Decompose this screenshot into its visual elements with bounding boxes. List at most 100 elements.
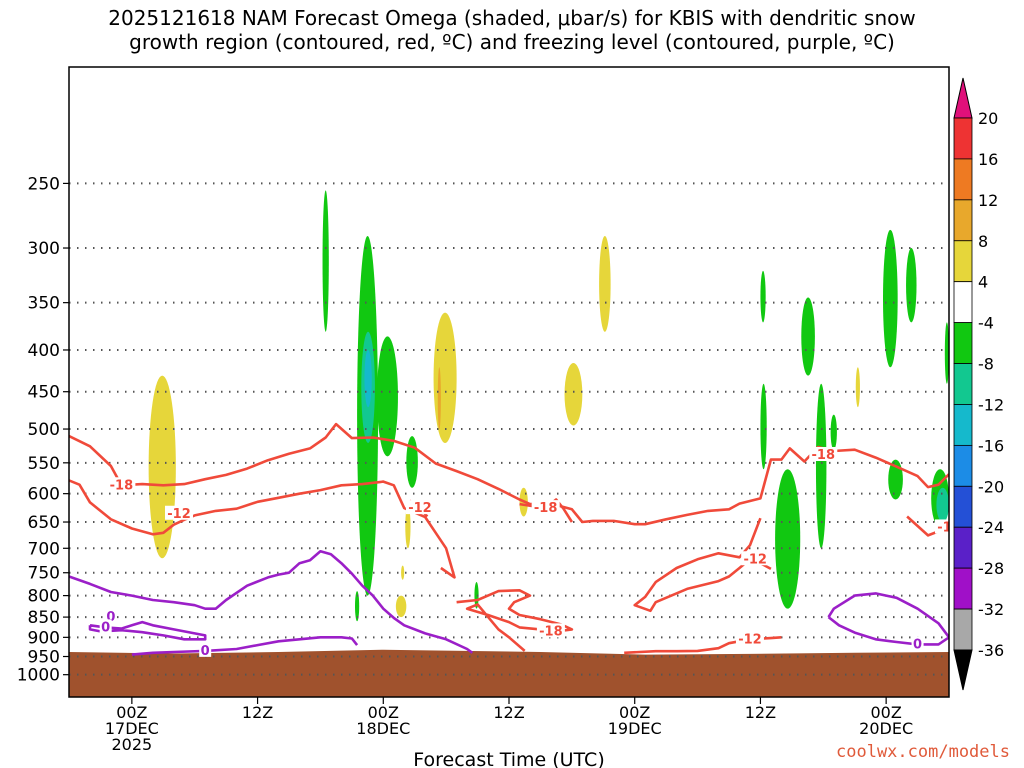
- omega-region: [364, 349, 372, 408]
- omega-region: [405, 505, 411, 549]
- colorbar-tick-label: 4: [978, 273, 988, 292]
- contour-label-bg: [741, 551, 770, 566]
- y-tick-label: 600: [28, 485, 60, 505]
- contour-label-bg: [199, 642, 212, 657]
- y-tick-label: 650: [28, 513, 60, 533]
- contour-label: -12: [937, 520, 961, 535]
- contour-label: -18: [539, 624, 563, 639]
- colorbar-tick-label: -28: [978, 559, 1004, 578]
- x-tick-label: 12Z: [493, 703, 524, 722]
- omega-region: [437, 367, 441, 430]
- contour-label-bg: [911, 636, 924, 651]
- colorbar-bin: [953, 444, 973, 487]
- y-axis-ticks: 2503003504004505005506006507007508008509…: [17, 174, 69, 686]
- ground-fill: [69, 649, 949, 697]
- omega-region: [433, 312, 457, 443]
- colorbar-bin: [953, 608, 973, 651]
- contour-label-bg: [531, 500, 560, 515]
- x-tick-label: 00Z: [116, 703, 147, 722]
- contour-label-bg: [809, 447, 838, 462]
- y-tick-label: 900: [28, 628, 60, 648]
- freezing-level-contour: [131, 636, 359, 656]
- contour-label: -18: [110, 478, 134, 493]
- contour-label: -18: [812, 448, 836, 463]
- colorbar-tick-label: -8: [978, 355, 994, 374]
- omega-region: [888, 459, 903, 500]
- contour-label-bg: [735, 631, 764, 646]
- colorbar-bin: [953, 322, 973, 364]
- y-tick-label: 450: [28, 383, 60, 403]
- omega-region: [944, 322, 949, 384]
- omega-region: [815, 383, 827, 549]
- plot-background: [69, 67, 949, 697]
- contour-label: -18: [534, 501, 558, 516]
- contour-label: -12: [738, 632, 762, 647]
- y-tick-label: 400: [28, 341, 60, 361]
- colorbar-tick-label: -32: [978, 600, 1004, 619]
- omega-region: [148, 375, 176, 559]
- colorbar-tick-label: -4: [978, 314, 994, 333]
- omega-region: [760, 270, 766, 323]
- omega-region: [906, 248, 917, 323]
- contour-label-bg: [107, 477, 136, 492]
- colorbar-tick-label: -12: [978, 395, 1004, 414]
- contour-label: 0: [913, 637, 922, 652]
- x-tick-label: 2025: [111, 735, 152, 754]
- colorbar-bin: [953, 567, 973, 610]
- x-tick-label: 00Z: [619, 703, 650, 722]
- x-tick-label: 19DEC: [608, 719, 662, 738]
- ground: [69, 649, 949, 697]
- colorbar-bin: [953, 240, 973, 283]
- contour-label: 0: [106, 610, 115, 625]
- colorbar-tick-label: -24: [978, 518, 1004, 537]
- colorbar: 20 16 12 8 4 -4 -8 -12 -16 -20 -24 -28 -32 -36: [953, 77, 1004, 691]
- colorbar-tick-label: -36: [978, 641, 1004, 660]
- omega-region: [377, 336, 398, 457]
- y-tick-label: 550: [28, 454, 60, 474]
- omega-region: [322, 190, 329, 332]
- omega-region: [760, 383, 767, 470]
- colorbar-bin: [953, 281, 973, 324]
- x-tick-label: 12Z: [745, 703, 776, 722]
- y-tick-label: 300: [28, 239, 60, 259]
- dendritic-contour: [456, 589, 574, 652]
- contour-label: -12: [743, 552, 767, 567]
- x-tick-label: 18DEC: [356, 719, 410, 738]
- y-tick-label: 500: [28, 420, 60, 440]
- contour-label: 0: [101, 620, 110, 635]
- colorbar-tick-label: 16: [978, 150, 998, 169]
- y-tick-label: 250: [28, 174, 60, 194]
- chart-title: 2025121618 NAM Forecast Omega (shaded, μ…: [108, 6, 916, 54]
- y-tick-label: 850: [28, 608, 60, 628]
- freezing-level-contour: [88, 620, 207, 641]
- x-tick-label: 12Z: [242, 703, 273, 722]
- y-tick-label: 350: [28, 294, 60, 314]
- contour-label: -12: [167, 507, 191, 522]
- omega-region: [401, 565, 405, 580]
- contour-label-bg: [165, 505, 193, 520]
- colorbar-tick-label: 12: [978, 191, 998, 210]
- colorbar-bin: [953, 158, 973, 201]
- omega-region: [883, 229, 898, 368]
- omega-region: [406, 436, 418, 488]
- omega-region: [355, 591, 360, 622]
- x-tick-label: 17DEC: [105, 719, 159, 738]
- freezing-level-contour: [827, 592, 949, 646]
- freezing-level-contour: [69, 550, 474, 654]
- colorbar-tick-label: 8: [978, 232, 988, 251]
- colorbar-bin: [953, 199, 973, 242]
- contour-label-bg: [935, 519, 949, 534]
- y-tick-label: 750: [28, 564, 60, 584]
- y-tick-label: 1000: [17, 666, 60, 686]
- contour-label-bg: [536, 623, 565, 638]
- omega-region: [775, 469, 801, 609]
- y-tick-label: 700: [28, 539, 60, 559]
- colorbar-over-triangle: [953, 77, 973, 119]
- contour-label: -12: [408, 501, 432, 516]
- colorbar-bin: [953, 404, 973, 446]
- omega-region: [830, 414, 837, 450]
- dendritic-contour: [633, 517, 772, 613]
- colorbar-tick-label: -16: [978, 436, 1004, 455]
- colorbar-under-triangle: [953, 649, 973, 691]
